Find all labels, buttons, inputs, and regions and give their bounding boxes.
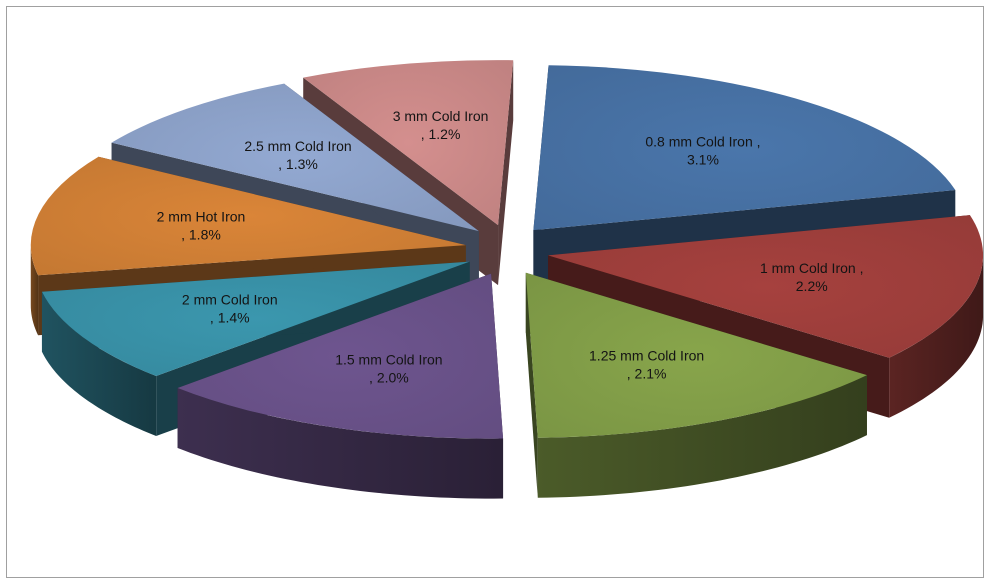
- slice-data-label: 2.5 mm Cold Iron , 1.3%: [244, 138, 351, 172]
- exploded-3d-pie-chart: 0.8 mm Cold Iron , 3.1% 1 mm Cold Iron , 2.…: [30, 60, 983, 499]
- pie-slice-top: [30, 156, 466, 276]
- slice-label-name: 3 mm Cold Iron: [393, 108, 489, 124]
- slice-label-name: 1 mm Cold Iron ,: [760, 260, 863, 276]
- slice-label-name: 1.5 mm Cold Iron: [335, 351, 442, 367]
- slice-data-label: 1.25 mm Cold Iron , 2.1%: [589, 347, 704, 381]
- slice-data-label: 1.5 mm Cold Iron , 2.0%: [335, 351, 442, 385]
- chart-area: 0.8 mm Cold Iron , 3.1% 1 mm Cold Iron , 2.…: [6, 6, 984, 578]
- slice-label-percent: , 1.8%: [181, 227, 221, 243]
- slice-label-name: 0.8 mm Cold Iron ,: [645, 134, 760, 150]
- slice-label-name: 2 mm Hot Iron: [157, 209, 246, 225]
- pie-slice-top: [303, 60, 514, 226]
- pie-slice-top: [525, 272, 867, 438]
- pie-slice-1-25-mm-cold-iron: [525, 272, 867, 498]
- slice-label-percent: , 2.0%: [369, 369, 409, 385]
- slice-data-label: 0.8 mm Cold Iron , 3.1%: [645, 134, 760, 168]
- pie-slice-top: [533, 65, 956, 231]
- slice-data-label: 2 mm Hot Iron , 1.8%: [157, 209, 246, 243]
- pie-slice-top: [548, 215, 983, 358]
- pie-slice-top: [177, 273, 504, 439]
- pie-slice-1-5-mm-cold-iron: [177, 273, 504, 499]
- slice-label-name: 2.5 mm Cold Iron: [244, 138, 351, 154]
- slice-data-label: 1 mm Cold Iron , 2.2%: [760, 260, 863, 294]
- slice-label-name: 2 mm Cold Iron: [182, 291, 278, 307]
- slice-label-percent: 3.1%: [687, 152, 719, 168]
- pie-slice-top: [111, 83, 479, 232]
- slice-data-label: 2 mm Cold Iron , 1.4%: [182, 291, 278, 325]
- slice-label-name: 1.25 mm Cold Iron: [589, 347, 704, 363]
- slice-label-percent: , 1.3%: [278, 156, 318, 172]
- slice-label-percent: , 1.4%: [210, 309, 250, 325]
- pie-slice-top: [41, 261, 470, 377]
- slice-label-percent: 2.2%: [796, 278, 828, 294]
- slice-label-percent: , 1.2%: [421, 126, 461, 142]
- slice-data-label: 3 mm Cold Iron , 1.2%: [393, 108, 489, 142]
- slice-label-percent: , 2.1%: [627, 365, 667, 381]
